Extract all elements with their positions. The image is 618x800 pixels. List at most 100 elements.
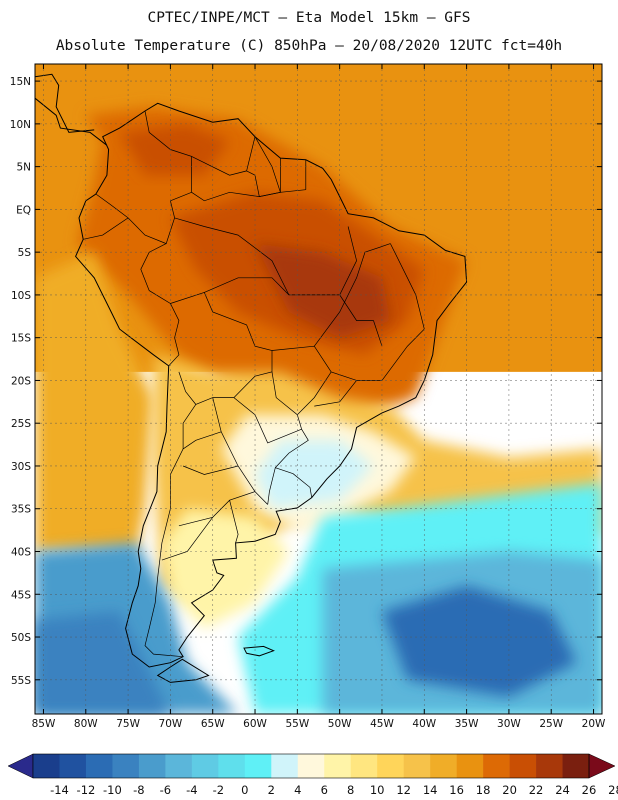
political-border-0 — [95, 110, 192, 245]
political-border-19 — [390, 243, 425, 330]
colorbar-tick-label: 24 — [555, 783, 570, 797]
tierra-del-fuego-coastline — [156, 658, 210, 683]
colorbar: -14 -12 -10 -8 -6 -4 -2 0 2 4 6 8 10 12 14 16 18 20 22 24 26… — [7, 753, 618, 797]
colorbar-swatch — [33, 754, 60, 778]
colorbar-swatch — [138, 754, 166, 778]
colorbar-swatch — [350, 754, 378, 778]
lat-tick-label: 40S — [11, 547, 31, 559]
colorbar-swatch — [271, 754, 299, 778]
lon-tick-label: 30W — [497, 718, 521, 730]
lat-tick-label: 35S — [11, 504, 31, 516]
lat-tick-label: 5S — [18, 247, 32, 259]
colorbar-swatch — [297, 754, 325, 778]
lon-tick-label: 45W — [370, 718, 394, 730]
colorbar-swatch — [403, 754, 431, 778]
political-border-5 — [191, 189, 306, 202]
colorbar-tick-label: -10 — [103, 783, 122, 797]
lat-lon-gridlines — [35, 64, 602, 714]
political-border-13 — [204, 277, 383, 347]
colorbar-tick-label: -14 — [50, 783, 69, 797]
lon-tick-label: 70W — [159, 718, 183, 730]
colorbar-swatch — [377, 754, 404, 778]
colorbar-swatch — [112, 754, 140, 778]
lat-tick-label: 50S — [11, 632, 31, 644]
colorbar-swatch — [324, 754, 352, 778]
colorbar-tick-label: 10 — [370, 783, 385, 797]
south-america-coastline — [75, 102, 468, 668]
colorbar-swatch — [456, 754, 484, 778]
coastlines-and-borders — [35, 73, 468, 683]
colorbar-tick-label: 14 — [423, 783, 438, 797]
temp-region-central-hot-core — [255, 243, 391, 338]
colorbar-tick-label: 2 — [268, 783, 275, 797]
colorbar-swatch — [165, 754, 193, 778]
lon-tick-label: 35W — [455, 718, 479, 730]
temp-region-atlantic-core — [382, 585, 577, 697]
political-border-26 — [161, 517, 213, 561]
temp-region-venezuela-hot — [119, 123, 230, 176]
lon-tick-label: 65W — [201, 718, 225, 730]
colorbar-swatch — [218, 754, 246, 778]
temperature-field — [35, 64, 602, 714]
colorbar-tick-label: -6 — [160, 783, 171, 797]
colorbar-tick-label: -12 — [77, 783, 96, 797]
colorbar-swatch — [59, 754, 87, 778]
colorbar-high-arrow — [588, 753, 616, 779]
colorbar-tick-label: 8 — [347, 783, 354, 797]
lat-tick-label: 10N — [10, 119, 31, 131]
political-border-11 — [267, 429, 309, 505]
colorbar-tick-label: 4 — [294, 783, 301, 797]
lon-tick-label: 25W — [539, 718, 563, 730]
title-line-1: CPTEC/INPE/MCT – Eta Model 15km – GFS — [147, 10, 470, 26]
lat-tick-label: 45S — [11, 589, 31, 601]
lon-tick-label: 55W — [285, 718, 309, 730]
falkland-islands-coastline — [243, 645, 275, 657]
axis-ticks: 85W 80W 75W 70W 65W 60W 55W 50W 45W 40W 35W 30W 25W 2… — [10, 64, 606, 730]
lon-tick-label: 75W — [116, 718, 140, 730]
central-america-coastline — [35, 73, 108, 146]
political-border-12 — [275, 467, 313, 498]
colorbar-tick-label: 16 — [449, 783, 464, 797]
political-border-18 — [381, 328, 425, 381]
lon-tick-label: 50W — [328, 718, 352, 730]
map-frame — [34, 63, 603, 715]
colorbar-tick-label: 6 — [321, 783, 328, 797]
colorbar-swatch — [562, 754, 590, 778]
temp-region-pacific-warm — [35, 252, 154, 552]
lon-tick-label: 60W — [243, 718, 267, 730]
lon-tick-label: 40W — [412, 718, 436, 730]
temp-region-patagonia-pale — [161, 508, 289, 629]
colorbar-tick-label: 12 — [396, 783, 411, 797]
lon-tick-label: 20W — [582, 718, 606, 730]
colorbar-frame — [32, 753, 590, 779]
colorbar-tick-label: -8 — [133, 783, 144, 797]
lat-tick-label: 20S — [11, 375, 31, 387]
colorbar-tick-label: 20 — [502, 783, 517, 797]
colorbar-tick-label: 26 — [582, 783, 597, 797]
colorbar-tick-label: 18 — [476, 783, 491, 797]
lat-tick-label: 5N — [16, 162, 31, 174]
temp-region-southwest-ocean — [35, 611, 171, 714]
colorbar-tick-label: 0 — [241, 783, 248, 797]
political-border-6 — [83, 217, 129, 240]
colorbar-tick-label: 28 — [608, 783, 618, 797]
lat-tick-label: EQ — [16, 204, 31, 216]
political-border-1 — [191, 136, 256, 176]
political-border-10 — [144, 404, 197, 658]
political-border-17 — [314, 380, 357, 407]
colorbar-swatch — [483, 754, 510, 778]
lat-tick-label: 10S — [11, 290, 31, 302]
political-border-23 — [182, 465, 239, 475]
colorbar-swatch — [85, 754, 113, 778]
political-border-21 — [174, 217, 290, 296]
colorbar-swatch — [244, 754, 272, 778]
political-border-15 — [314, 243, 391, 347]
lat-tick-label: 15N — [10, 76, 31, 88]
lon-tick-label: 85W — [32, 718, 56, 730]
political-border-20 — [339, 226, 357, 296]
colorbar-swatch — [536, 754, 563, 778]
colorbar-swatch — [509, 754, 537, 778]
title-line-2: Absolute Temperature (C) 850hPa – 20/08/… — [56, 38, 562, 54]
colorbar-tick-label: 22 — [529, 783, 544, 797]
